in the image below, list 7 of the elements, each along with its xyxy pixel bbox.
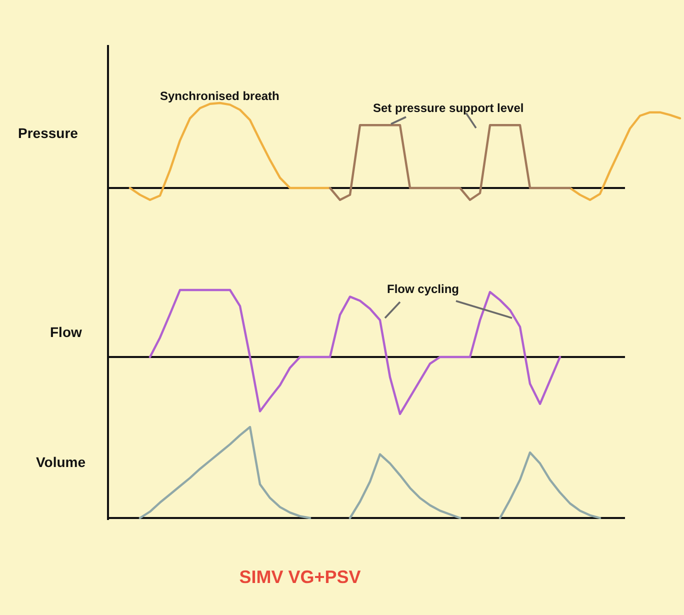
y-axis-title: Pressure xyxy=(18,125,78,141)
annotation: Synchronised breath xyxy=(160,89,280,103)
text: SIMV VG+PSV xyxy=(239,567,361,587)
y-axis-title: Volume xyxy=(36,454,86,470)
annotation: Flow cycling xyxy=(387,282,460,296)
y-axis-title: Flow xyxy=(50,324,82,340)
annotation: Set pressure support level xyxy=(373,101,524,115)
